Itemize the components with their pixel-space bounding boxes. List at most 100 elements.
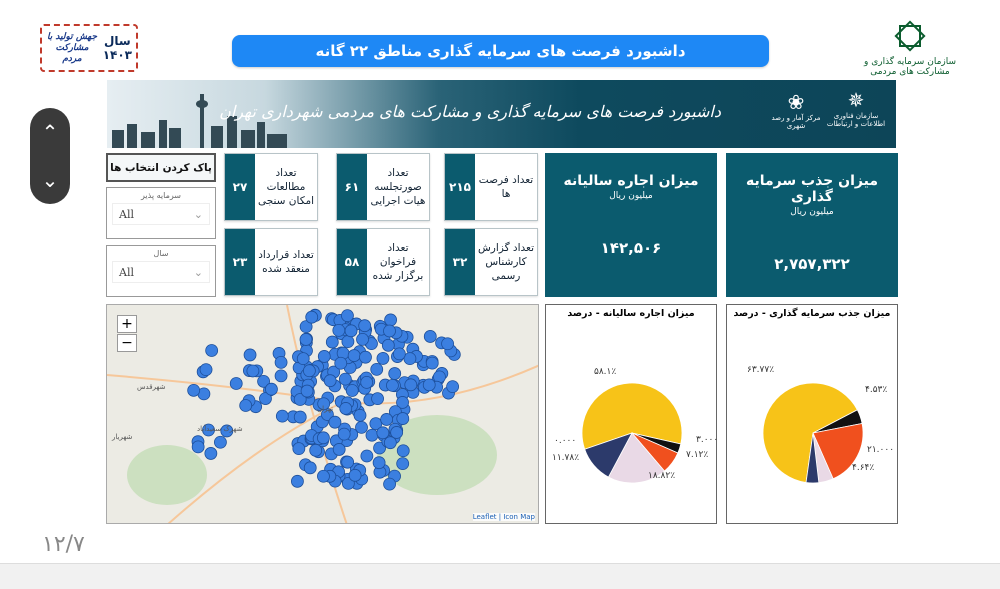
opportunity-marker[interactable] <box>388 367 402 380</box>
opportunity-marker[interactable] <box>446 380 460 394</box>
opportunity-marker[interactable] <box>337 427 351 441</box>
opportunity-marker[interactable] <box>296 352 310 366</box>
opportunity-marker[interactable] <box>300 384 314 398</box>
opportunity-marker[interactable] <box>386 379 399 392</box>
opportunity-marker[interactable] <box>202 423 215 437</box>
opportunity-marker[interactable] <box>423 330 437 343</box>
opportunity-marker[interactable] <box>338 372 352 386</box>
opportunity-marker[interactable] <box>191 440 205 454</box>
zoom-out-button[interactable]: − <box>117 334 137 352</box>
opportunity-marker[interactable] <box>371 392 384 406</box>
opportunity-marker[interactable] <box>339 402 353 415</box>
opportunity-marker[interactable] <box>317 397 331 411</box>
year-dropdown[interactable]: All ⌄ <box>112 261 210 283</box>
opportunity-marker[interactable] <box>384 313 398 327</box>
opportunity-marker[interactable] <box>293 410 307 424</box>
opportunity-marker[interactable] <box>229 377 243 390</box>
opportunity-marker[interactable] <box>396 457 410 471</box>
opportunity-marker[interactable] <box>353 408 367 422</box>
opportunity-marker[interactable] <box>383 477 396 491</box>
opportunity-marker[interactable] <box>341 335 355 349</box>
opportunity-marker[interactable] <box>345 384 359 397</box>
opportunity-marker[interactable] <box>403 352 417 366</box>
opportunity-marker[interactable] <box>396 444 410 458</box>
opportunity-marker[interactable] <box>360 449 374 463</box>
opportunity-marker[interactable] <box>257 374 270 388</box>
opportunity-marker[interactable] <box>305 310 319 324</box>
opportunity-marker[interactable] <box>341 309 354 323</box>
opportunity-marker[interactable] <box>292 442 306 456</box>
zoom-in-button[interactable]: + <box>117 315 137 333</box>
opportunity-marker[interactable] <box>259 392 272 405</box>
opportunity-marker[interactable] <box>392 347 406 361</box>
opportunity-marker[interactable] <box>302 364 316 378</box>
pie-slice[interactable] <box>805 432 820 484</box>
opportunity-marker[interactable] <box>205 344 219 357</box>
opportunity-marker[interactable] <box>243 348 257 362</box>
opportunity-marker[interactable] <box>376 426 390 440</box>
map-canvas[interactable] <box>107 305 539 524</box>
opportunity-marker[interactable] <box>317 350 331 363</box>
opportunity-marker[interactable] <box>355 420 368 434</box>
opportunity-marker[interactable] <box>199 363 213 377</box>
chevron-up-icon[interactable]: ⌃ <box>41 120 59 144</box>
opportunity-marker[interactable] <box>370 362 384 376</box>
opportunity-marker[interactable] <box>317 469 330 483</box>
opportunity-marker[interactable] <box>328 415 342 429</box>
opportunity-marker[interactable] <box>425 356 439 370</box>
opportunity-marker[interactable] <box>309 443 323 457</box>
opportunity-marker[interactable] <box>404 378 418 392</box>
opportunity-marker[interactable] <box>204 447 218 460</box>
opportunity-marker[interactable] <box>325 335 339 349</box>
opportunity-marker[interactable] <box>332 443 346 456</box>
opportunity-marker[interactable] <box>396 396 409 409</box>
opportunity-marker[interactable] <box>396 412 410 425</box>
opportunity-marker[interactable] <box>383 324 396 338</box>
opportunity-marker[interactable] <box>348 468 362 482</box>
opportunity-marker[interactable] <box>373 441 386 455</box>
pie-slice[interactable] <box>607 432 666 484</box>
opportunity-marker[interactable] <box>381 338 395 352</box>
opportunity-marker[interactable] <box>376 352 390 365</box>
opportunity-marker[interactable] <box>246 364 260 378</box>
opportunity-marker[interactable] <box>341 455 355 469</box>
opportunity-marker[interactable] <box>291 474 304 488</box>
opportunity-marker[interactable] <box>187 383 201 397</box>
opportunity-marker[interactable] <box>265 382 278 396</box>
opportunity-marker[interactable] <box>299 320 313 334</box>
opportunity-marker[interactable] <box>344 324 358 338</box>
opportunity-marker[interactable] <box>220 424 234 438</box>
opportunity-marker[interactable] <box>422 378 436 392</box>
opportunity-marker[interactable] <box>317 431 330 445</box>
opportunity-marker[interactable] <box>303 461 317 475</box>
pie-slice[interactable] <box>762 382 858 483</box>
opportunity-marker[interactable] <box>372 456 386 470</box>
opportunity-marker[interactable] <box>293 393 307 406</box>
opportunity-marker[interactable] <box>275 409 289 423</box>
opportunities-map[interactable]: + − شهرقدس شهرک سعیدآباد تهران شهریار Le… <box>106 304 539 524</box>
chevron-down-icon[interactable]: ⌄ <box>41 168 59 192</box>
clear-selections-button[interactable]: پاک کردن انتخاب ها <box>106 153 216 182</box>
pie-slice[interactable] <box>581 382 683 450</box>
opportunity-marker[interactable] <box>356 332 369 346</box>
opportunity-marker[interactable] <box>390 426 404 439</box>
opportunity-marker[interactable] <box>360 375 374 389</box>
opportunity-marker[interactable] <box>380 413 393 426</box>
pie-slice[interactable] <box>812 423 864 480</box>
opportunity-marker[interactable] <box>365 428 379 442</box>
investee-dropdown[interactable]: All ⌄ <box>112 203 210 225</box>
opportunity-marker[interactable] <box>359 350 372 364</box>
opportunity-marker[interactable] <box>299 333 313 346</box>
opportunity-marker[interactable] <box>274 369 288 383</box>
opportunity-marker[interactable] <box>358 319 372 333</box>
map-attribution[interactable]: Leaflet | Icon Map <box>472 513 535 521</box>
opportunity-marker[interactable] <box>274 355 288 369</box>
opportunity-marker[interactable] <box>332 323 346 337</box>
opportunity-marker[interactable] <box>334 356 348 370</box>
pie-slice[interactable] <box>584 432 633 478</box>
opportunity-marker[interactable] <box>383 436 397 450</box>
opportunity-marker[interactable] <box>214 435 227 449</box>
opportunity-marker[interactable] <box>441 337 454 351</box>
opportunity-marker[interactable] <box>323 374 337 388</box>
opportunity-marker[interactable] <box>347 349 361 362</box>
